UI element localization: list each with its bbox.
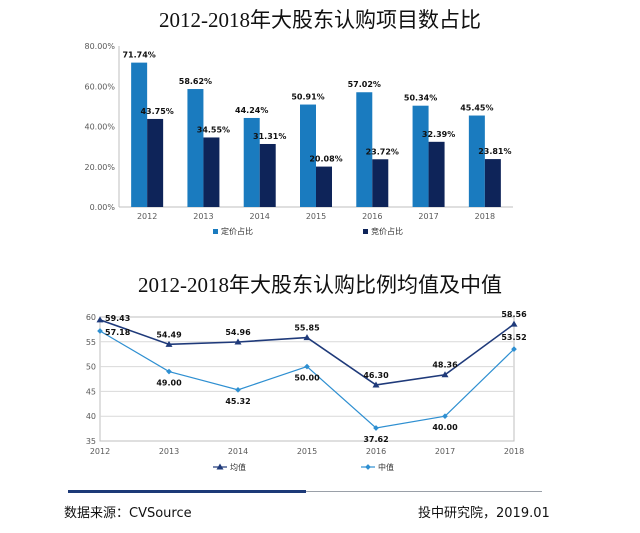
bar-bidding-data-label: 23.72% [366, 147, 399, 156]
line-plot-frame [99, 316, 515, 442]
line-x-tick-label: 2018 [504, 447, 524, 456]
legend-pricing-swatch [213, 229, 218, 234]
bar-pricing-data-label: 45.45% [460, 104, 493, 113]
bar-x-tick-label: 2017 [418, 212, 438, 221]
line-mean-marker [303, 334, 311, 341]
legend-median-label: 中值 [378, 462, 394, 472]
line-chart-title: 2012-2018年大股东认购比例均值及中值 [138, 273, 502, 297]
line-median-data-label: 37.62 [363, 435, 388, 444]
bar-bidding-share [147, 118, 164, 207]
legend-bidding-swatch [363, 229, 368, 234]
bar-pricing-share [300, 104, 316, 207]
line-y-tick-label: 50 [86, 363, 96, 372]
bar-x-tick-label: 2018 [475, 212, 495, 221]
footer-source: 数据来源：CVSource [64, 506, 192, 521]
line-mean-data-label: 58.56 [501, 310, 527, 319]
bar-y-tick-label: 20.00% [84, 163, 115, 172]
bar-pricing-share [356, 92, 373, 207]
line-x-tick-label: 2014 [228, 447, 248, 456]
line-median-marker [166, 368, 172, 375]
line-mean-marker [510, 320, 518, 327]
bar-bidding-data-label: 34.55% [197, 125, 230, 134]
line-mean-marker [96, 316, 104, 323]
legend-mean-marker [216, 463, 224, 470]
bar-pricing-data-label: 57.02% [348, 80, 381, 89]
bar-pricing-share [131, 62, 148, 208]
line-y-tick-label: 35 [86, 437, 96, 446]
line-y-tick-label: 40 [86, 412, 96, 421]
line-median-marker [511, 346, 517, 352]
line-median-data-label: 49.00 [156, 379, 182, 388]
line-median-marker [304, 363, 310, 370]
line-mean-data-label: 54.49 [156, 330, 182, 339]
line-mean-marker [234, 338, 242, 345]
line-mean-data-label: 46.30 [363, 371, 389, 380]
footer-divider [306, 491, 542, 492]
line-median-data-label: 57.18 [105, 328, 131, 337]
legend-mean-label: 均值 [230, 462, 246, 472]
line-x-tick-label: 2013 [159, 447, 179, 456]
bar-bidding-data-label: 43.75% [140, 107, 173, 116]
bar-y-tick-label: 60.00% [84, 82, 115, 91]
bar-pricing-data-label: 50.91% [291, 93, 324, 102]
line-median-data-label: 45.32 [225, 397, 250, 406]
line-mean-data-label: 59.43 [105, 314, 130, 323]
line-mean-data-label: 48.36 [432, 361, 458, 370]
legend-pricing-label: 定价占比 [221, 226, 253, 236]
line-x-tick-label: 2017 [435, 447, 455, 456]
bar-pricing-data-label: 44.24% [235, 106, 268, 115]
bar-bidding-share [428, 141, 445, 207]
bar-bidding-share [484, 159, 501, 207]
line-x-tick-label: 2016 [366, 447, 386, 456]
bar-pricing-data-label: 58.62% [179, 77, 212, 86]
line-median-marker [373, 425, 379, 431]
line-median-data-label: 53.52 [501, 333, 526, 342]
line-median-marker [442, 413, 448, 420]
bar-x-tick-label: 2013 [193, 212, 213, 221]
bar-bidding-data-label: 32.39% [422, 130, 455, 139]
bar-x-tick-label: 2012 [137, 212, 157, 221]
bar-x-tick-label: 2015 [306, 212, 326, 221]
bar-pricing-share [412, 105, 429, 207]
line-mean-marker [165, 340, 173, 347]
bar-bidding-data-label: 20.08% [309, 155, 342, 164]
line-mean-data-label: 55.85 [294, 324, 320, 333]
bar-bidding-share [316, 166, 332, 207]
bar-pricing-share [187, 89, 204, 207]
bar-chart-title: 2012-2018年大股东认购项目数占比 [159, 8, 481, 32]
line-mean-marker [372, 381, 380, 388]
bar-bidding-data-label: 23.81% [478, 147, 511, 156]
legend-bidding-label: 竞价占比 [371, 226, 403, 236]
footer-divider-accent [68, 490, 306, 493]
line-median-data-label: 40.00 [432, 423, 458, 432]
bar-x-tick-label: 2016 [362, 212, 382, 221]
line-y-tick-label: 60 [86, 313, 96, 322]
footer-credit: 投中研究院，2019.01 [418, 506, 550, 521]
line-median-marker [97, 328, 103, 334]
bar-y-tick-label: 40.00% [84, 123, 115, 132]
bar-bidding-share [372, 159, 389, 207]
bar-bidding-share [203, 137, 220, 207]
bar-bidding-data-label: 31.31% [253, 132, 286, 141]
bar-y-tick-label: 80.00% [84, 42, 115, 51]
line-median-marker [235, 386, 241, 393]
line-median-data-label: 50.00 [294, 374, 320, 383]
bar-bidding-share [259, 143, 276, 207]
bar-x-tick-label: 2014 [250, 212, 270, 221]
legend-median-marker [365, 464, 371, 470]
line-mean-marker [441, 371, 449, 378]
line-mean-data-label: 54.96 [225, 328, 251, 337]
line-x-tick-label: 2015 [297, 447, 317, 456]
bar-y-tick-label: 0.00% [90, 203, 116, 212]
bar-pricing-share [468, 115, 485, 207]
bar-pricing-share [243, 117, 260, 207]
line-x-tick-label: 2012 [90, 447, 110, 456]
bar-pricing-data-label: 50.34% [404, 94, 437, 103]
line-y-tick-label: 55 [86, 338, 96, 347]
line-y-tick-label: 45 [86, 387, 96, 396]
bar-pricing-data-label: 71.74% [122, 51, 155, 60]
